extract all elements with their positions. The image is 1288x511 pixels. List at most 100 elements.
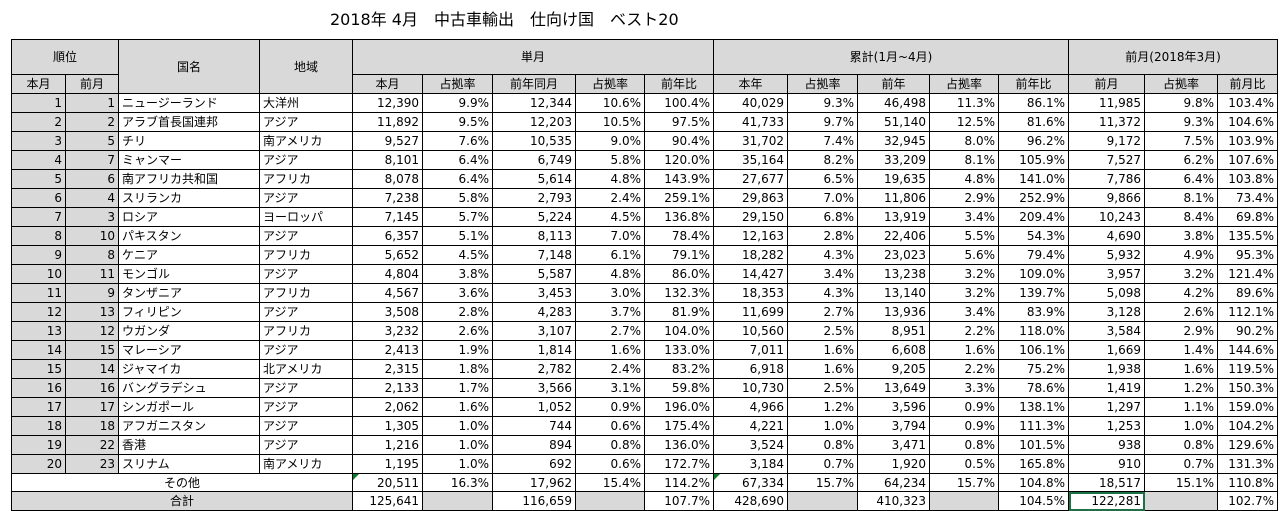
prev-month-mom-cell[interactable]: 129.6% (1217, 435, 1279, 455)
total-label[interactable]: 合計 (10, 491, 354, 511)
country-name-cell[interactable]: ロシア (118, 207, 261, 227)
cumulative-last-year-cell[interactable]: 32,945 (857, 131, 931, 151)
rank-prev-cell[interactable]: 23 (64, 454, 120, 474)
prev-month-mom-cell[interactable]: 144.6% (1217, 340, 1279, 360)
prev-month-share-cell[interactable]: 3.8% (1144, 226, 1219, 246)
cumulative-share-cell[interactable]: 9.7% (787, 112, 859, 132)
monthly-last-year-share-cell[interactable]: 5.8% (575, 150, 646, 170)
cumulative-cell[interactable]: 12,163 (713, 226, 789, 246)
total-my[interactable]: 107.7% (644, 491, 715, 511)
monthly-last-year-share-cell[interactable]: 3.1% (575, 378, 646, 398)
other-my[interactable]: 114.2% (644, 473, 715, 492)
other-ms2[interactable]: 15.4% (575, 473, 646, 492)
rank-prev-cell[interactable]: 3 (64, 207, 120, 227)
prev-month-cell[interactable]: 1,669 (1068, 340, 1146, 360)
cumulative-last-year-cell[interactable]: 9,205 (857, 359, 931, 379)
prev-month-mom-cell[interactable]: 121.4% (1217, 264, 1279, 284)
rank-prev-cell[interactable]: 22 (64, 435, 120, 455)
region-cell[interactable]: 北アメリカ (259, 359, 354, 379)
monthly-last-year-share-cell[interactable]: 2.7% (575, 321, 646, 341)
prev-month-cell[interactable]: 1,938 (1068, 359, 1146, 379)
country-name-cell[interactable]: 香港 (118, 435, 261, 455)
header-m-share[interactable]: 占拠率 (422, 74, 494, 94)
cumulative-share-cell[interactable]: 2.8% (787, 226, 859, 246)
monthly-cell[interactable]: 3,232 (352, 321, 424, 341)
cumulative-last-year-share-cell[interactable]: 0.9% (929, 416, 1000, 436)
region-cell[interactable]: アジア (259, 302, 354, 322)
cumulative-yoy-cell[interactable]: 79.4% (998, 245, 1070, 265)
cumulative-last-year-share-cell[interactable]: 0.8% (929, 435, 1000, 455)
prev-month-mom-cell[interactable]: 107.6% (1217, 150, 1279, 170)
country-name-cell[interactable]: タンザニア (118, 283, 261, 303)
rank-prev-cell[interactable]: 4 (64, 188, 120, 208)
prev-month-cell[interactable]: 938 (1068, 435, 1146, 455)
total-ps-empty[interactable] (1144, 491, 1219, 511)
rank-prev-cell[interactable]: 5 (64, 131, 120, 151)
header-p-share[interactable]: 占拠率 (1144, 74, 1219, 94)
prev-month-mom-cell[interactable]: 90.2% (1217, 321, 1279, 341)
cumulative-last-year-cell[interactable]: 23,023 (857, 245, 931, 265)
other-ms[interactable]: 16.3% (422, 473, 494, 492)
header-country[interactable]: 国名 (118, 39, 261, 94)
country-name-cell[interactable]: アフガニスタン (118, 416, 261, 436)
country-name-cell[interactable]: シンガポール (118, 397, 261, 417)
header-m-yoy[interactable]: 前年比 (644, 74, 715, 94)
cumulative-cell[interactable]: 7,011 (713, 340, 789, 360)
cumulative-last-year-cell[interactable]: 51,140 (857, 112, 931, 132)
header-cumulative[interactable]: 累計(1月~4月) (713, 39, 1070, 75)
header-m-this[interactable]: 本月 (352, 74, 424, 94)
prev-month-mom-cell[interactable]: 95.3% (1217, 245, 1279, 265)
total-ms2-empty[interactable] (575, 491, 646, 511)
monthly-share-cell[interactable]: 9.5% (422, 112, 494, 132)
cumulative-yoy-cell[interactable]: 109.0% (998, 264, 1070, 284)
header-monthly[interactable]: 単月 (352, 39, 715, 75)
monthly-last-year-share-cell[interactable]: 10.5% (575, 112, 646, 132)
rank-this-cell[interactable]: 10 (11, 264, 66, 284)
monthly-cell[interactable]: 7,238 (352, 188, 424, 208)
rank-prev-cell[interactable]: 18 (64, 416, 120, 436)
header-prev-month[interactable]: 前月(2018年3月) (1068, 39, 1279, 75)
prev-month-mom-cell[interactable]: 104.2% (1217, 416, 1279, 436)
country-name-cell[interactable]: アラブ首長国連邦 (118, 112, 261, 132)
region-cell[interactable]: アジア (259, 264, 354, 284)
monthly-last-year-cell[interactable]: 5,614 (492, 169, 577, 189)
cumulative-last-year-share-cell[interactable]: 12.5% (929, 112, 1000, 132)
monthly-last-year-cell[interactable]: 5,587 (492, 264, 577, 284)
prev-month-cell[interactable]: 4,690 (1068, 226, 1146, 246)
cumulative-last-year-share-cell[interactable]: 3.4% (929, 207, 1000, 227)
monthly-share-cell[interactable]: 1.0% (422, 416, 494, 436)
cumulative-last-year-share-cell[interactable]: 3.3% (929, 378, 1000, 398)
cumulative-share-cell[interactable]: 2.5% (787, 378, 859, 398)
monthly-yoy-cell[interactable]: 97.5% (644, 112, 715, 132)
region-cell[interactable]: アフリカ (259, 283, 354, 303)
cumulative-cell[interactable]: 3,524 (713, 435, 789, 455)
prev-month-cell[interactable]: 9,172 (1068, 131, 1146, 151)
total-cl[interactable]: 410,323 (857, 491, 931, 511)
other-cl[interactable]: 64,234 (857, 473, 931, 492)
rank-this-cell[interactable]: 8 (11, 226, 66, 246)
region-cell[interactable]: アジア (259, 378, 354, 398)
cumulative-share-cell[interactable]: 4.3% (787, 283, 859, 303)
monthly-cell[interactable]: 3,508 (352, 302, 424, 322)
monthly-share-cell[interactable]: 5.7% (422, 207, 494, 227)
other-label[interactable]: その他 (10, 473, 354, 492)
rank-this-cell[interactable]: 7 (11, 207, 66, 227)
header-c-yoy[interactable]: 前年比 (998, 74, 1070, 94)
monthly-share-cell[interactable]: 1.8% (422, 359, 494, 379)
monthly-cell[interactable]: 9,527 (352, 131, 424, 151)
cumulative-last-year-cell[interactable]: 46,498 (857, 93, 931, 113)
monthly-last-year-share-cell[interactable]: 3.0% (575, 283, 646, 303)
cumulative-last-year-cell[interactable]: 3,596 (857, 397, 931, 417)
country-name-cell[interactable]: チリ (118, 131, 261, 151)
prev-month-cell[interactable]: 7,786 (1068, 169, 1146, 189)
monthly-share-cell[interactable]: 1.6% (422, 397, 494, 417)
prev-month-share-cell[interactable]: 6.4% (1144, 169, 1219, 189)
monthly-last-year-share-cell[interactable]: 3.7% (575, 302, 646, 322)
monthly-share-cell[interactable]: 7.6% (422, 131, 494, 151)
monthly-share-cell[interactable]: 1.0% (422, 454, 494, 474)
rank-this-cell[interactable]: 3 (11, 131, 66, 151)
prev-month-cell[interactable]: 3,957 (1068, 264, 1146, 284)
prev-month-share-cell[interactable]: 2.6% (1144, 302, 1219, 322)
monthly-yoy-cell[interactable]: 100.4% (644, 93, 715, 113)
region-cell[interactable]: アジア (259, 150, 354, 170)
